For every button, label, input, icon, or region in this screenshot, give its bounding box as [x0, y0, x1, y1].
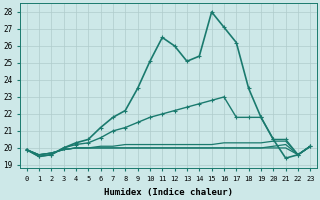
X-axis label: Humidex (Indice chaleur): Humidex (Indice chaleur) — [104, 188, 233, 197]
